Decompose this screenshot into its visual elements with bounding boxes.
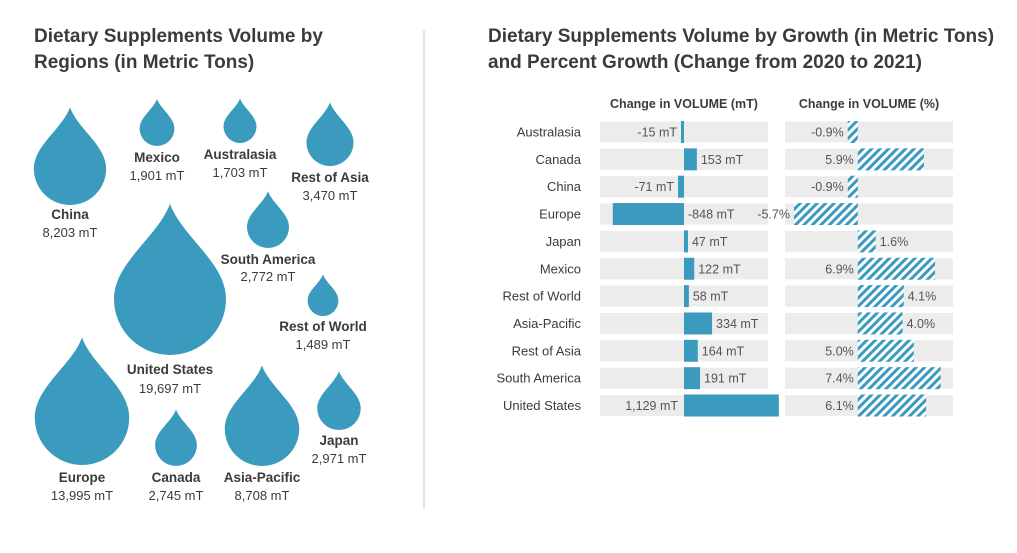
percent-bar-asia-pacific: [857, 312, 903, 335]
percent-bar-mexico: [857, 257, 936, 280]
row-label-canada: Canada: [535, 152, 581, 167]
percent-value-australasia: -0.9%: [811, 126, 844, 140]
column-header-percent: Change in VOLUME (%): [799, 97, 939, 111]
volume-bar-japan: [684, 230, 688, 253]
volume-value-china: -71 mT: [634, 180, 674, 194]
percent-value-asia-pacific: 4.0%: [907, 317, 936, 331]
row-label-europe: Europe: [539, 207, 581, 222]
row-label-united-states: United States: [503, 398, 582, 413]
volume-value-europe: -848 mT: [688, 208, 735, 222]
percent-bar-rest-of-asia: [857, 339, 914, 362]
drop-australasia: [223, 98, 257, 143]
percent-bar-australasia: [847, 121, 858, 143]
panel-divider: [423, 30, 425, 508]
volume-bar-united-states: [684, 394, 779, 417]
drop-value-canada: 2,745 mT: [149, 488, 204, 503]
right-chart-title: Dietary Supplements Volume by Growth (in…: [488, 26, 995, 73]
row-label-rest-of-world: Rest of World: [502, 289, 581, 304]
percent-value-china: -0.9%: [811, 180, 844, 194]
volume-value-asia-pacific: 334 mT: [716, 317, 759, 331]
percent-value-canada: 5.9%: [825, 153, 854, 167]
drop-value-rest-of-world: 1,489 mT: [296, 337, 351, 352]
volume-value-united-states: 1,129 mT: [625, 399, 678, 413]
volume-bar-australasia: [681, 121, 684, 143]
volume-bar-china: [678, 175, 684, 198]
percent-bar-canada: [857, 148, 924, 171]
volume-value-australasia: -15 mT: [637, 126, 677, 140]
row-label-mexico: Mexico: [540, 261, 581, 276]
volume-bar-asia-pacific: [684, 312, 713, 335]
volume-value-mexico: 122 mT: [698, 262, 741, 276]
drop-asia-pacific: [224, 365, 300, 466]
drop-europe: [34, 337, 130, 465]
volume-value-rest-of-asia: 164 mT: [702, 344, 745, 358]
drop-mexico: [139, 99, 175, 146]
percent-bar-rest-of-world: [857, 285, 904, 308]
volume-value-rest-of-world: 58 mT: [693, 290, 729, 304]
percent-value-europe: -5.7%: [757, 208, 790, 222]
volume-bar-rest-of-world: [684, 285, 689, 308]
drop-value-japan: 2,971 mT: [312, 451, 367, 466]
left-chart-title: Dietary Supplements Volume by Regions (i…: [34, 26, 323, 73]
drop-label-mexico: Mexico: [134, 150, 180, 165]
row-label-japan: Japan: [546, 234, 581, 249]
row-label-south-america: South America: [496, 371, 581, 386]
volume-value-south-america: 191 mT: [704, 372, 747, 386]
percent-value-south-america: 7.4%: [825, 372, 854, 386]
drop-value-united-states: 19,697 mT: [139, 381, 201, 396]
drop-label-united-states: United States: [127, 362, 213, 377]
drop-value-asia-pacific: 8,708 mT: [235, 488, 290, 503]
drop-label-canada: Canada: [152, 470, 201, 485]
column-header-volume: Change in VOLUME (mT): [610, 97, 758, 111]
volume-value-canada: 153 mT: [701, 153, 744, 167]
drop-rest-of-world: [307, 274, 339, 316]
drop-label-japan: Japan: [319, 433, 358, 448]
percent-value-united-states: 6.1%: [825, 399, 854, 413]
drop-label-china: China: [51, 207, 89, 222]
drop-china: [33, 107, 107, 205]
percent-bar-south-america: [857, 367, 941, 390]
volume-bar-canada: [684, 148, 697, 171]
percent-bar-europe: [793, 203, 858, 226]
drop-label-europe: Europe: [59, 470, 106, 485]
drop-label-south-america: South America: [221, 252, 316, 267]
percent-bar-china: [847, 175, 858, 198]
drop-rest-of-asia: [306, 102, 354, 166]
volume-bar-south-america: [684, 367, 701, 390]
percent-value-japan: 1.6%: [880, 235, 909, 249]
row-label-australasia: Australasia: [517, 125, 582, 140]
drop-united-states: [114, 203, 226, 355]
percent-value-rest-of-asia: 5.0%: [825, 344, 854, 358]
drop-japan: [317, 371, 361, 430]
drop-value-australasia: 1,703 mT: [213, 165, 268, 180]
drop-canada: [155, 409, 197, 466]
drop-value-mexico: 1,901 mT: [130, 168, 185, 183]
percent-value-rest-of-world: 4.1%: [908, 290, 937, 304]
drop-south-america: [246, 191, 290, 248]
volume-bar-rest-of-asia: [684, 339, 698, 362]
drop-value-south-america: 2,772 mT: [241, 269, 296, 284]
drop-value-europe: 13,995 mT: [51, 488, 113, 503]
drop-label-rest-of-world: Rest of World: [279, 319, 367, 334]
volume-bar-mexico: [684, 257, 695, 280]
percent-bar-united-states: [857, 394, 927, 417]
drop-value-china: 8,203 mT: [43, 225, 98, 240]
row-label-rest-of-asia: Rest of Asia: [512, 343, 582, 358]
row-label-china: China: [547, 179, 582, 194]
drop-label-australasia: Australasia: [204, 147, 277, 162]
row-label-asia-pacific: Asia-Pacific: [513, 316, 581, 331]
drop-value-rest-of-asia: 3,470 mT: [303, 188, 358, 203]
drop-label-rest-of-asia: Rest of Asia: [291, 170, 369, 185]
percent-track-china: [785, 176, 953, 198]
percent-value-mexico: 6.9%: [825, 262, 854, 276]
percent-bar-japan: [857, 230, 876, 253]
drop-label-asia-pacific: Asia-Pacific: [224, 470, 301, 485]
percent-track-australasia: [785, 121, 953, 143]
volume-bar-europe: [612, 203, 684, 226]
volume-value-japan: 47 mT: [692, 235, 728, 249]
